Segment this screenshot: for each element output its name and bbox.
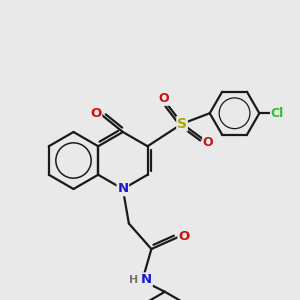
Text: O: O [203, 136, 214, 149]
Text: O: O [178, 230, 189, 243]
Text: N: N [141, 273, 152, 286]
Text: Cl: Cl [271, 107, 284, 120]
Text: O: O [90, 106, 101, 120]
Text: H: H [129, 274, 139, 285]
Text: O: O [159, 92, 170, 105]
Text: N: N [117, 182, 128, 196]
Text: S: S [177, 117, 187, 131]
